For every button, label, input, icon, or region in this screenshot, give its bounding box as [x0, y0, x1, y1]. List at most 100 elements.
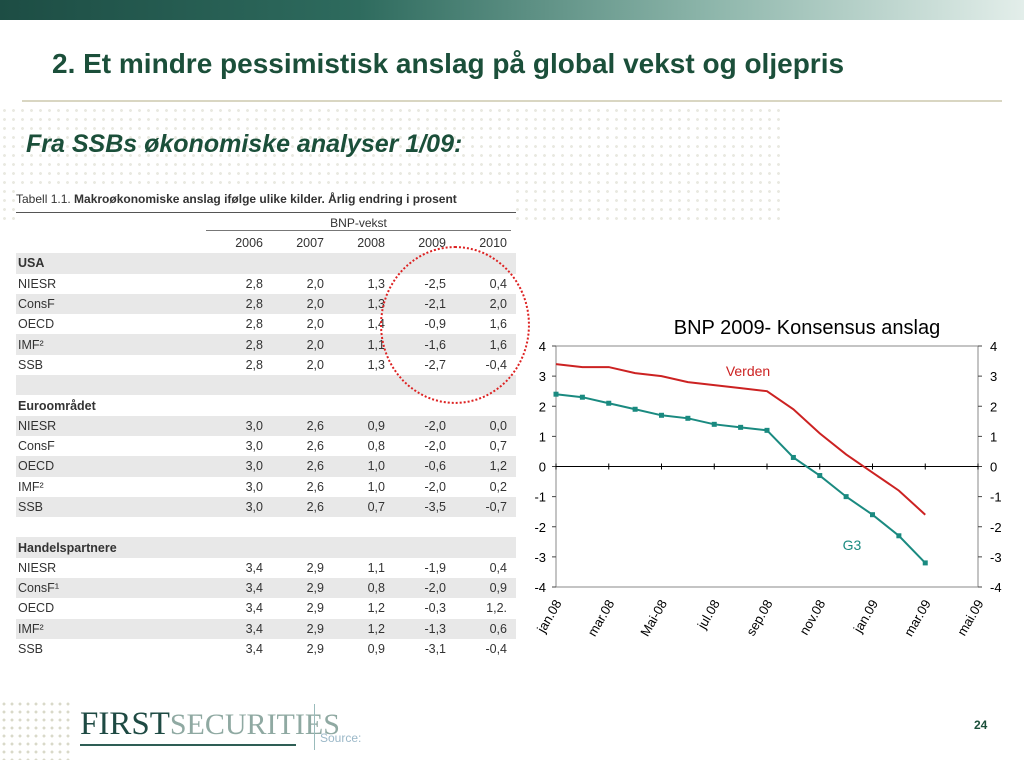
series-line-g3: [555, 393, 926, 564]
table-cell: 0,8: [367, 581, 385, 596]
table-cell: 0,2: [489, 479, 507, 494]
row-label: SSB: [18, 642, 44, 657]
table-cell: 1,0: [367, 459, 385, 474]
table-cell: 1,3: [367, 297, 385, 312]
table-cell: 3,0: [245, 459, 263, 474]
series-point-g3: [738, 424, 744, 430]
title-divider: [22, 100, 1002, 102]
table-cell: 1,2: [489, 459, 507, 474]
row-label: IMF²: [18, 479, 44, 494]
table-spacer-row: [16, 375, 516, 396]
table-row: IMF² 3,4 2,9 1,2 -1,3 0,6: [16, 618, 516, 639]
table-cell: 0,8: [367, 439, 385, 454]
slide-subtitle: Fra SSBs økonomiske analyser 1/09:: [26, 130, 463, 158]
y-tick-label-right: -4: [990, 580, 1002, 595]
table-body: USA NIESR 2,8 2,0 1,3 -2,5 0,4 ConsF 2,8 2,0 1,3 -2…: [16, 253, 516, 659]
series-point-g3: [685, 415, 691, 421]
y-tick-label-right: 0: [990, 460, 997, 475]
chart-title: BNP 2009- Konsensus anslag: [674, 317, 940, 339]
table-row: OECD 3,4 2,9 1,2 -0,3 1,2.: [16, 598, 516, 618]
x-tick-label: jan.09: [850, 597, 881, 636]
table-cell: -2,0: [424, 581, 446, 596]
table-cell: 3,0: [245, 500, 263, 514]
top-banner: [0, 0, 1024, 20]
table-cell: 2,9: [306, 560, 324, 575]
section-label: Euroområdet: [18, 398, 96, 413]
y-tick-label-right: 2: [990, 399, 997, 414]
y-tick-label-left: -1: [534, 490, 546, 505]
table-cell: -2,0: [424, 479, 446, 494]
page-number: 24: [974, 718, 988, 732]
table-cell: 1,2: [367, 601, 385, 616]
x-tick-label: jan.08: [533, 597, 564, 636]
row-label: ConsF: [18, 297, 55, 312]
logo-securities: SECURITIES: [169, 708, 340, 741]
table-cell: -2,0: [424, 418, 446, 433]
table-cell: 0,4: [489, 560, 507, 575]
section-label: Handelspartnere: [18, 540, 117, 555]
footer-dot-decoration: [0, 700, 70, 760]
table-cell: 0,6: [489, 621, 507, 636]
table-cell: 2,8: [245, 337, 263, 352]
table-cell: -0,3: [424, 601, 446, 616]
section-label: USA: [18, 256, 45, 271]
row-label: OECD: [18, 317, 55, 332]
row-label: OECD: [18, 601, 55, 616]
year-header-2008: 2008: [357, 236, 385, 251]
x-tick-label: mai.09: [954, 597, 987, 638]
table-section-row: Euroområdet: [16, 395, 516, 415]
series-point-g3: [922, 560, 928, 566]
table-cell: 2,0: [306, 297, 324, 312]
gdp-consensus-chart: BNP 2009- Konsensus anslag 4 4 3 3 2 2 1 1 0 0 -1 -1…: [533, 317, 1002, 639]
row-label: SSB: [18, 500, 44, 514]
y-tick-label-left: -2: [534, 520, 546, 535]
table-cell: 2,8: [245, 276, 263, 291]
y-tick-label-right: 3: [990, 369, 997, 384]
table-cell: -0,4: [485, 642, 507, 657]
x-tick-label: sep.08: [743, 597, 776, 638]
table-cell: 3,4: [245, 621, 263, 636]
table-cell: 1,1: [367, 337, 385, 352]
y-tick-label-left: 1: [539, 429, 546, 444]
table-section-row: Handelspartnere: [16, 537, 516, 558]
first-securities-logo: FIRSTSECURITIES: [80, 706, 340, 743]
table-cell: 1,4: [367, 317, 385, 332]
table-cell: 1,1: [367, 560, 385, 575]
table-row: IMF² 3,0 2,6 1,0 -2,0 0,2: [16, 477, 516, 497]
series-label-verden: Verden: [726, 363, 770, 379]
table-cell: 2,9: [306, 621, 324, 636]
table-cell: 2,9: [306, 581, 324, 596]
row-label: ConsF: [18, 439, 55, 454]
table-cell: 1,0: [367, 479, 385, 494]
year-header-2006: 2006: [235, 236, 263, 251]
table-cell: 0,0: [489, 418, 507, 433]
series-point-g3: [632, 406, 638, 412]
logo-first: FIRST: [80, 706, 170, 742]
table-cell: 0,9: [489, 581, 507, 596]
table-cell: 2,8: [245, 317, 263, 332]
y-tick-label-left: 3: [539, 369, 546, 384]
table-cell: 2,8: [245, 297, 263, 312]
table-cell: 2,6: [306, 479, 324, 494]
table-cell: 3,4: [245, 642, 263, 657]
y-tick-label-right: 1: [990, 429, 997, 444]
table-cell: 2,0: [306, 337, 324, 352]
year-header-2007: 2007: [296, 236, 324, 251]
table-cell: 1,3: [367, 276, 385, 291]
source-label: Source:: [320, 731, 362, 745]
table-cell: 3,0: [245, 479, 263, 494]
table-cell: 0,7: [489, 439, 507, 454]
x-tick-label: Mai-08: [637, 597, 670, 639]
table-cell: 1,2: [367, 621, 385, 636]
table-cell: 3,0: [245, 418, 263, 433]
y-tick-label-right: -2: [990, 520, 1002, 535]
series-point-g3: [711, 421, 717, 427]
table-cell: 2,6: [306, 439, 324, 454]
logo-underline: [80, 744, 296, 746]
series-point-g3: [843, 494, 849, 500]
table-row: OECD 3,0 2,6 1,0 -0,6 1,2: [16, 456, 516, 477]
x-tick-label: jul.08: [694, 597, 723, 632]
table-cell: 2,9: [306, 642, 324, 657]
table-cell: 0,9: [367, 642, 385, 657]
table-cell: 2,9: [306, 601, 324, 616]
